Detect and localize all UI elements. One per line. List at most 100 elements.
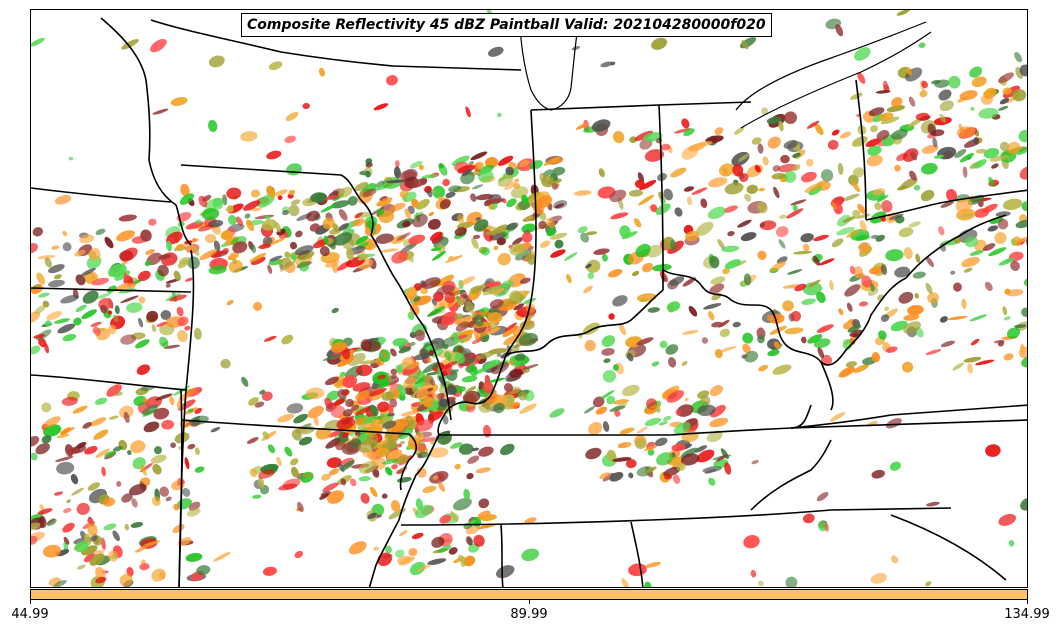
reflectivity-blob bbox=[782, 300, 794, 312]
reflectivity-blob bbox=[552, 166, 566, 176]
reflectivity-blob bbox=[750, 569, 757, 578]
reflectivity-blob bbox=[519, 403, 537, 414]
reflectivity-blob bbox=[802, 513, 815, 524]
reflectivity-blob bbox=[493, 245, 499, 251]
reflectivity-blob bbox=[580, 232, 590, 243]
reflectivity-blob bbox=[970, 338, 980, 346]
reflectivity-blob bbox=[395, 160, 400, 168]
reflectivity-blob bbox=[337, 186, 353, 198]
reflectivity-blob bbox=[688, 305, 698, 317]
wv-va-south bbox=[820, 361, 834, 411]
reflectivity-blob bbox=[738, 153, 750, 162]
reflectivity-blob bbox=[831, 201, 838, 210]
reflectivity-blob bbox=[487, 312, 503, 324]
reflectivity-blob bbox=[663, 188, 673, 201]
reflectivity-blob bbox=[612, 364, 619, 371]
reflectivity-blob bbox=[938, 226, 945, 236]
reflectivity-blob bbox=[81, 545, 98, 556]
reflectivity-blob bbox=[875, 234, 885, 242]
reflectivity-blob bbox=[194, 447, 200, 455]
reflectivity-blob bbox=[617, 442, 632, 449]
reflectivity-blob bbox=[378, 381, 391, 389]
reflectivity-blob bbox=[691, 187, 708, 195]
reflectivity-blob bbox=[265, 215, 271, 220]
reflectivity-blob bbox=[465, 386, 477, 394]
reflectivity-blob bbox=[393, 166, 401, 179]
reflectivity-blob bbox=[683, 186, 695, 192]
reflectivity-blob bbox=[447, 302, 453, 307]
reflectivity-blob bbox=[513, 303, 525, 311]
reflectivity-blob bbox=[488, 46, 504, 57]
reflectivity-blob bbox=[835, 24, 844, 37]
reflectivity-blob bbox=[818, 258, 835, 266]
reflectivity-blob bbox=[621, 578, 629, 587]
reflectivity-blob bbox=[91, 271, 99, 281]
reflectivity-blob bbox=[546, 228, 557, 237]
reflectivity-blob bbox=[939, 243, 947, 252]
reflectivity-blob bbox=[158, 571, 166, 580]
reflectivity-blob bbox=[284, 135, 297, 144]
reflectivity-blob bbox=[485, 229, 503, 235]
reflectivity-blob bbox=[769, 260, 787, 272]
reflectivity-blob bbox=[1015, 219, 1027, 229]
reflectivity-blob bbox=[91, 277, 109, 286]
reflectivity-blob bbox=[902, 148, 919, 162]
reflectivity-blob bbox=[598, 168, 605, 178]
reflectivity-blob bbox=[31, 311, 41, 324]
reflectivity-blob bbox=[571, 46, 580, 51]
reflectivity-blob bbox=[432, 185, 446, 199]
reflectivity-blob bbox=[425, 371, 440, 376]
reflectivity-blob bbox=[428, 211, 435, 217]
reflectivity-blob bbox=[227, 214, 237, 226]
reflectivity-blob bbox=[785, 576, 798, 587]
reflectivity-blob bbox=[709, 283, 725, 294]
reflectivity-blob bbox=[847, 324, 862, 333]
reflectivity-blob bbox=[732, 164, 744, 177]
reflectivity-blob bbox=[500, 443, 515, 456]
reflectivity-blob bbox=[389, 398, 398, 408]
reflectivity-blob bbox=[585, 263, 592, 269]
reflectivity-blob bbox=[586, 259, 601, 273]
reflectivity-blob bbox=[101, 466, 106, 477]
reflectivity-blob bbox=[241, 376, 249, 387]
reflectivity-blob bbox=[442, 414, 449, 425]
reflectivity-blob bbox=[444, 292, 456, 304]
reflectivity-blob bbox=[915, 112, 930, 121]
reflectivity-blob bbox=[138, 317, 144, 328]
reflectivity-blob bbox=[684, 397, 689, 402]
reflectivity-blob bbox=[878, 330, 887, 340]
reflectivity-blob bbox=[875, 90, 891, 94]
reflectivity-blob bbox=[842, 216, 856, 223]
reflectivity-blob bbox=[452, 332, 460, 343]
reflectivity-blob bbox=[135, 339, 150, 349]
reflectivity-blob bbox=[38, 337, 47, 348]
reflectivity-blob bbox=[46, 518, 57, 526]
reflectivity-blob bbox=[133, 395, 147, 407]
reflectivity-blob bbox=[417, 454, 423, 459]
reflectivity-blob bbox=[982, 243, 996, 252]
reflectivity-blob bbox=[96, 292, 112, 300]
reflectivity-blob bbox=[115, 282, 129, 292]
reflectivity-blob bbox=[626, 352, 634, 362]
reflectivity-blob bbox=[416, 467, 427, 478]
reflectivity-blob bbox=[268, 61, 283, 71]
reflectivity-blob bbox=[790, 310, 802, 322]
reflectivity-blob bbox=[606, 449, 617, 462]
reflectivity-blob bbox=[457, 164, 475, 174]
reflectivity-blob bbox=[1019, 165, 1027, 180]
reflectivity-blob bbox=[845, 361, 858, 368]
reflectivity-blob bbox=[141, 404, 159, 416]
reflectivity-blob bbox=[198, 195, 208, 208]
reflectivity-blob bbox=[107, 310, 113, 315]
reflectivity-blob bbox=[347, 196, 358, 206]
reflectivity-blob bbox=[337, 389, 347, 400]
reflectivity-blob bbox=[176, 306, 184, 317]
reflectivity-blob bbox=[322, 353, 342, 361]
sc-coast bbox=[890, 514, 1007, 581]
oh-pa-border bbox=[855, 79, 867, 221]
reflectivity-blob bbox=[175, 243, 185, 251]
reflectivity-blob bbox=[587, 272, 595, 280]
reflectivity-blob bbox=[721, 245, 740, 253]
reflectivity-blob bbox=[438, 398, 449, 408]
reflectivity-blob bbox=[305, 387, 325, 400]
